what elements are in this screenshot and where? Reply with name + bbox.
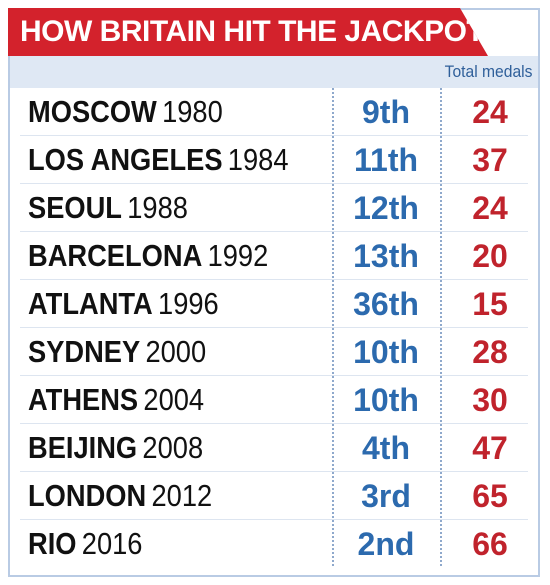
city-name: SYDNEY — [28, 334, 141, 369]
total-medals: 37 — [472, 142, 508, 178]
medal-table-position: 10th — [353, 382, 419, 418]
city-name: BARCELONA — [28, 238, 203, 273]
total-medals: 65 — [472, 478, 508, 514]
city-name: LOS ANGELES — [28, 142, 223, 177]
games-year: 1988 — [127, 190, 188, 225]
games-year: 2004 — [143, 382, 205, 417]
table-row: LOS ANGELES 1984 11th 37 — [10, 136, 538, 184]
total-medals: 28 — [472, 334, 508, 370]
total-medals: 30 — [472, 382, 508, 418]
table-row: SYDNEY 2000 10th 28 — [10, 328, 538, 376]
games-table: MOSCOW 1980 9th 24 LOS ANGELES 1984 11th 3… — [10, 88, 538, 568]
total-medals: 24 — [472, 190, 508, 226]
games-year: 2016 — [81, 526, 143, 561]
table-row: ATLANTA 1996 36th 15 — [10, 280, 538, 328]
games-cell: LOS ANGELES 1984 — [28, 136, 288, 184]
games-cell: SEOUL 1988 — [28, 184, 188, 232]
medal-table-position: 13th — [353, 238, 419, 274]
table-row: MOSCOW 1980 9th 24 — [10, 88, 538, 136]
total-medals: 15 — [472, 286, 508, 322]
table-row: BEIJING 2008 4th 47 — [10, 424, 538, 472]
medal-table-position: 4th — [362, 430, 410, 466]
city-name: MOSCOW — [28, 94, 157, 129]
table-title: HOW BRITAIN HIT THE JACKPOT — [8, 8, 488, 56]
total-medals-header: Total medals — [444, 62, 532, 81]
medal-table-position: 3rd — [361, 478, 411, 514]
table-row: SEOUL 1988 12th 24 — [10, 184, 538, 232]
table-row: BARCELONA 1992 13th 20 — [10, 232, 538, 280]
table-row: LONDON 2012 3rd 65 — [10, 472, 538, 520]
medal-table-position: 11th — [353, 142, 419, 178]
table-row: RIO 2016 2nd 66 — [10, 520, 538, 568]
games-cell: MOSCOW 1980 — [28, 88, 223, 136]
city-name: ATHENS — [28, 382, 139, 417]
medal-table-position: 9th — [362, 94, 410, 130]
games-year: 1992 — [207, 238, 269, 273]
total-medals: 20 — [472, 238, 508, 274]
games-year: 2012 — [151, 478, 213, 513]
medal-table-position: 10th — [353, 334, 419, 370]
city-name: BEIJING — [28, 430, 138, 465]
medal-table-position: 2nd — [357, 526, 415, 562]
games-year: 1996 — [158, 286, 219, 321]
city-name: RIO — [28, 526, 77, 561]
games-cell: SYDNEY 2000 — [28, 328, 206, 376]
games-year: 2000 — [145, 334, 207, 369]
city-name: SEOUL — [28, 190, 122, 225]
medal-table-position: 36th — [353, 286, 419, 322]
games-year: 2008 — [142, 430, 204, 465]
city-name: ATLANTA — [28, 286, 153, 321]
table-panel — [8, 8, 540, 577]
games-year: 1980 — [162, 94, 223, 129]
games-cell: BEIJING 2008 — [28, 424, 203, 472]
total-medals: 24 — [472, 94, 508, 130]
city-name: LONDON — [28, 478, 147, 513]
games-cell: ATLANTA 1996 — [28, 280, 219, 328]
games-year: 1984 — [227, 142, 289, 177]
games-cell: RIO 2016 — [28, 520, 142, 568]
games-cell: BARCELONA 1992 — [28, 232, 268, 280]
table-row: ATHENS 2004 10th 30 — [10, 376, 538, 424]
header-band — [10, 56, 538, 88]
games-cell: LONDON 2012 — [28, 472, 212, 520]
total-medals: 47 — [472, 430, 508, 466]
games-cell: ATHENS 2004 — [28, 376, 204, 424]
medal-table-position: 12th — [353, 190, 419, 226]
total-medals: 66 — [472, 526, 508, 562]
